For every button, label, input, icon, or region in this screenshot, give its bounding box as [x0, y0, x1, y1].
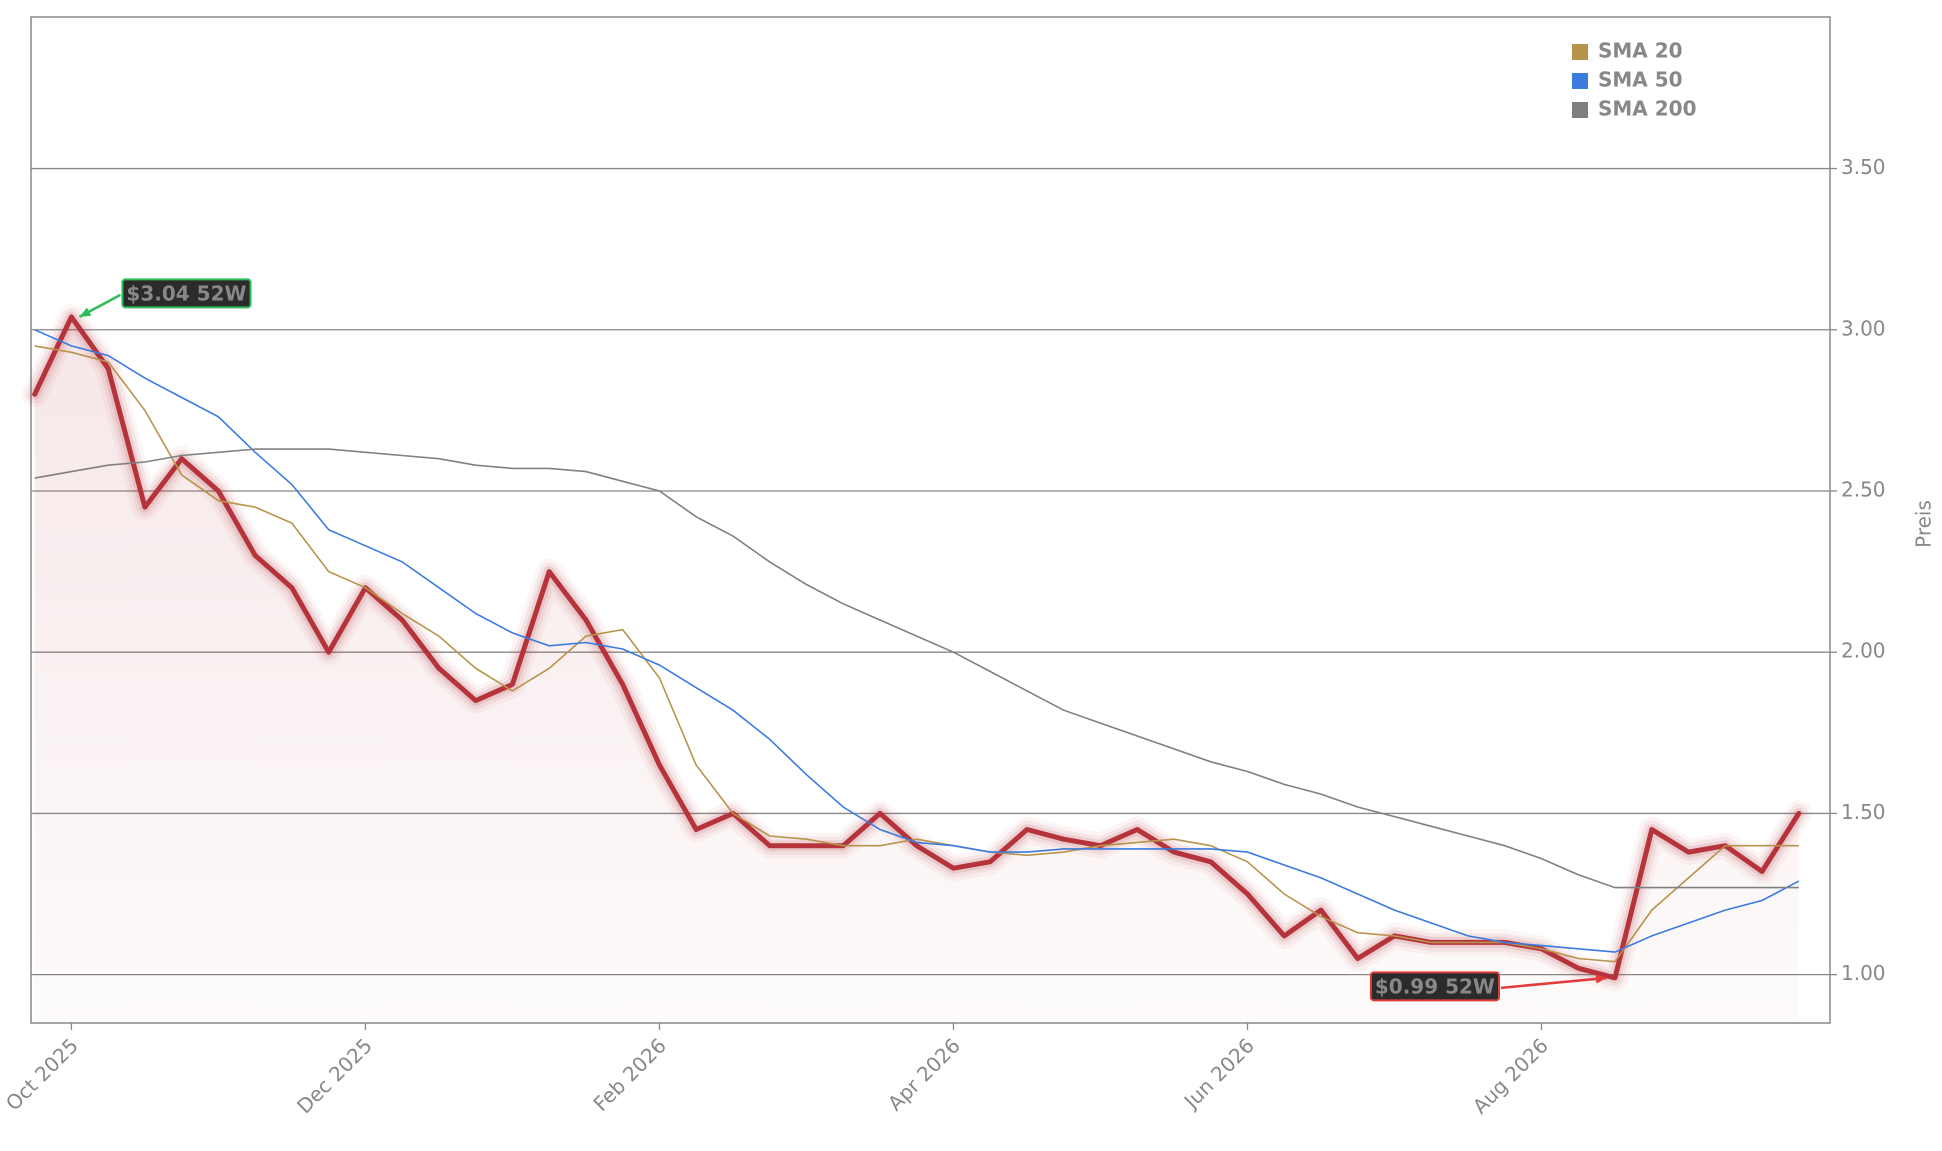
- y-tick-label: 2.00: [1841, 639, 1886, 663]
- y-tick-label: 3.00: [1841, 316, 1886, 340]
- annotation-arrowhead: [79, 307, 92, 317]
- y-tick-label: 3.50: [1841, 155, 1886, 179]
- sma-line: [34, 329, 1800, 953]
- legend-swatch: [1572, 102, 1588, 118]
- price-area: [34, 316, 1799, 1023]
- y-tick-label: 2.50: [1841, 477, 1886, 501]
- x-tick-label: Apr 2026: [883, 1033, 965, 1115]
- annotation-box: [121, 278, 252, 309]
- legend-swatch: [1572, 73, 1588, 89]
- x-tick-label: Jun 2026: [1178, 1033, 1259, 1114]
- x-tick-label: Feb 2026: [588, 1033, 670, 1115]
- annotation-label: $0.99 52W: [1375, 974, 1495, 998]
- legend-label: SMA 200: [1598, 97, 1697, 121]
- legend-label: SMA 50: [1598, 68, 1683, 92]
- legend-swatch: [1572, 44, 1588, 60]
- legend-label: SMA 20: [1598, 39, 1683, 63]
- annotation: $3.04 52W: [78, 278, 252, 318]
- y-tick-label: 1.50: [1841, 800, 1886, 824]
- y-axis-label: Preis: [1912, 500, 1936, 548]
- annotation-label: $3.04 52W: [126, 281, 246, 305]
- x-tick-label: Oct 2025: [1, 1033, 83, 1115]
- x-tick-label: Dec 2025: [292, 1033, 377, 1118]
- y-tick-label: 1.00: [1841, 961, 1886, 985]
- annotation-arrowhead: [1595, 974, 1608, 984]
- annotation-arrow: [1500, 976, 1608, 990]
- sma-line: [34, 448, 1799, 889]
- annotation-box: [1369, 971, 1501, 1002]
- annotation: $0.99 52W: [1369, 971, 1608, 1002]
- x-tick-label: Aug 2026: [1468, 1033, 1553, 1118]
